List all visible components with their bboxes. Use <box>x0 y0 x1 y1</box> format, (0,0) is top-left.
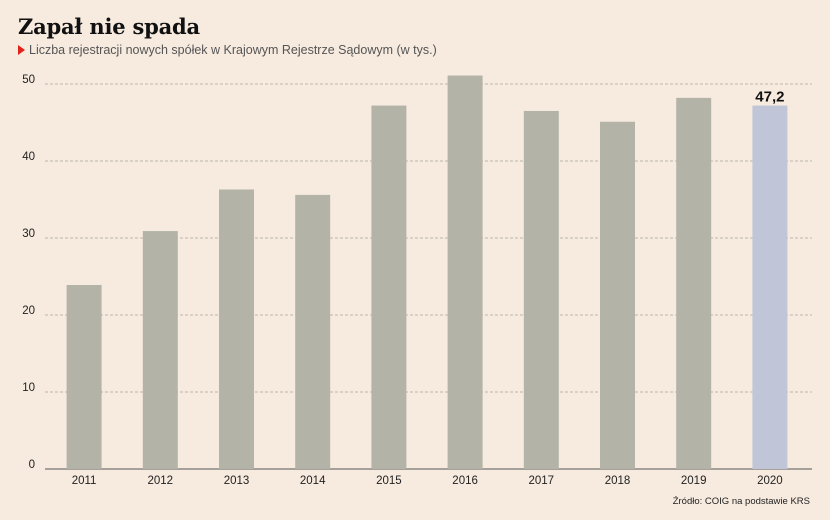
y-tick-label: 20 <box>22 305 35 317</box>
x-axis-ticks: 2011 2012 2013 2014 2015 2016 2017 2018 2019 2020 <box>72 475 783 487</box>
x-tick-label: 2015 <box>376 475 402 487</box>
bar-2019 <box>676 97 712 470</box>
chart-subtitle: Liczba rejestracji nowych spółek w Krajo… <box>18 43 437 57</box>
y-tick-label: 30 <box>22 228 35 240</box>
data-label: 47,2 <box>755 89 784 106</box>
bar-2012 <box>142 231 178 469</box>
x-tick-label: 2020 <box>757 475 783 487</box>
bars <box>66 75 788 470</box>
x-tick-label: 2016 <box>452 475 478 487</box>
data-labels: 47,2 <box>755 89 784 106</box>
y-tick-label: 50 <box>22 74 35 86</box>
x-tick-label: 2013 <box>224 475 250 487</box>
x-tick-label: 2018 <box>605 475 631 487</box>
x-tick-label: 2014 <box>300 475 326 487</box>
bar-2011 <box>66 284 102 469</box>
y-tick-label: 40 <box>22 151 35 163</box>
y-tick-label: 0 <box>29 459 35 471</box>
x-tick-label: 2011 <box>72 475 97 487</box>
bar-2014 <box>295 194 331 469</box>
bar-2020 <box>752 105 788 469</box>
bar-2013 <box>219 189 254 470</box>
x-tick-label: 2012 <box>148 475 174 487</box>
red-triangle-icon <box>18 45 25 55</box>
x-tick-label: 2017 <box>529 475 555 487</box>
y-axis-ticks: 0 10 20 30 40 50 <box>22 74 35 471</box>
subtitle-text: Liczba rejestracji nowych spółek w Krajo… <box>29 43 437 57</box>
y-tick-label: 10 <box>22 382 35 394</box>
chart-title: Zapał nie spada <box>18 14 200 39</box>
x-tick-label: 2019 <box>681 475 707 487</box>
bar-2017 <box>523 110 559 469</box>
bar-2016 <box>447 75 483 469</box>
source-note: Źródło: COIG na podstawie KRS <box>672 496 810 507</box>
bar-2015 <box>371 105 407 469</box>
bar-2018 <box>600 121 635 469</box>
